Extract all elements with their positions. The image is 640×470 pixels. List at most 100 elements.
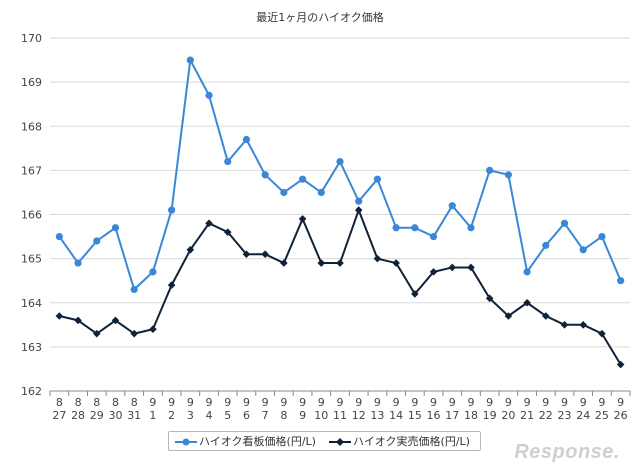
data-point xyxy=(92,329,101,338)
data-point xyxy=(298,215,307,223)
x-tick-label-day: 27 xyxy=(52,409,66,422)
series-group xyxy=(55,56,625,369)
y-tick-label: 165 xyxy=(21,253,42,266)
x-tick-label-day: 14 xyxy=(389,409,403,422)
legend-label-series-2: ハイオク実売価格(円/L) xyxy=(353,435,470,448)
data-point xyxy=(598,232,606,241)
y-tick-label: 162 xyxy=(21,385,42,398)
data-point xyxy=(485,294,494,303)
data-point xyxy=(542,312,550,320)
data-point xyxy=(504,171,512,179)
data-point xyxy=(111,224,120,232)
legend-label-series-1: ハイオク看板価格(円/L) xyxy=(199,435,316,448)
data-point xyxy=(167,281,176,289)
x-tick-label-month: 9 xyxy=(206,396,213,409)
data-point xyxy=(448,202,456,210)
data-point xyxy=(205,219,213,228)
data-point xyxy=(354,206,363,214)
data-point xyxy=(224,157,232,166)
x-tick-label-month: 9 xyxy=(580,396,587,409)
data-point xyxy=(261,171,269,179)
data-point xyxy=(205,91,213,99)
x-tick-label-month: 8 xyxy=(131,396,138,409)
x-tick-label-month: 9 xyxy=(280,396,287,409)
x-tick-label-month: 9 xyxy=(224,396,231,409)
x-tick-label-month: 9 xyxy=(299,396,306,409)
x-tick-label-month: 8 xyxy=(93,396,100,409)
data-point xyxy=(93,237,101,245)
x-tick-label-month: 9 xyxy=(187,396,194,409)
data-point xyxy=(411,290,419,298)
y-tick-label: 170 xyxy=(21,32,42,45)
data-point xyxy=(111,316,120,325)
data-point xyxy=(242,250,251,259)
x-tick-label-day: 23 xyxy=(558,409,572,422)
x-tick-label-month: 8 xyxy=(75,396,82,409)
data-point xyxy=(317,259,326,267)
x-tick-label-day: 9 xyxy=(299,409,306,422)
data-point xyxy=(448,263,457,272)
data-point xyxy=(616,360,625,369)
x-tick-label-month: 8 xyxy=(112,396,119,409)
x-tick-label-day: 1 xyxy=(149,409,156,422)
series-1 xyxy=(55,56,625,294)
grid-lines xyxy=(50,37,630,392)
y-tick-label: 169 xyxy=(21,76,42,89)
x-tick-label-month: 9 xyxy=(262,396,269,409)
data-point xyxy=(149,268,157,276)
x-tick-label-day: 6 xyxy=(243,409,250,422)
x-tick-label-day: 18 xyxy=(464,409,478,422)
data-point xyxy=(55,312,64,320)
x-tick-label-day: 11 xyxy=(333,409,347,422)
data-point xyxy=(280,188,288,197)
data-point xyxy=(74,316,82,325)
data-point xyxy=(429,268,438,276)
watermark-logo: Response. xyxy=(514,441,620,463)
x-tick-label-month: 9 xyxy=(449,396,456,409)
data-point xyxy=(523,268,531,276)
data-point xyxy=(560,219,569,227)
x-tick-label-day: 15 xyxy=(408,409,422,422)
data-point xyxy=(523,298,531,307)
data-point xyxy=(280,259,288,267)
x-tick-label-month: 9 xyxy=(524,396,531,409)
x-tick-label-day: 5 xyxy=(224,409,231,422)
data-point xyxy=(149,325,157,334)
x-tick-label-day: 19 xyxy=(483,409,497,422)
x-tick-label-day: 21 xyxy=(520,409,534,422)
data-point xyxy=(55,232,63,241)
data-point xyxy=(373,175,382,183)
data-point xyxy=(467,224,475,232)
data-point xyxy=(168,206,176,214)
y-tick-label: 168 xyxy=(21,120,42,133)
x-tick-label-month: 9 xyxy=(393,396,400,409)
x-tick-label-month: 8 xyxy=(56,396,63,409)
x-tick-label-day: 22 xyxy=(539,409,553,422)
data-point xyxy=(560,321,569,329)
x-tick-label-month: 9 xyxy=(598,396,605,409)
x-tick-label-day: 7 xyxy=(262,409,269,422)
data-point xyxy=(186,56,194,64)
x-tick-label-month: 9 xyxy=(411,396,418,409)
legend-marker-diamond-icon xyxy=(329,438,351,446)
data-point xyxy=(336,157,344,166)
data-point xyxy=(617,277,625,285)
x-tick-label-month: 9 xyxy=(374,396,381,409)
x-axis: 8278288298308319192939495969798999109119… xyxy=(49,390,631,422)
x-tick-label-day: 24 xyxy=(576,409,590,422)
x-tick-label-day: 17 xyxy=(445,409,459,422)
data-point xyxy=(373,254,382,263)
data-point xyxy=(579,246,587,254)
data-point xyxy=(486,166,494,174)
y-tick-label: 167 xyxy=(21,164,42,177)
series-line xyxy=(58,59,622,291)
data-point xyxy=(130,285,138,294)
data-point xyxy=(392,224,400,232)
x-tick-label-day: 30 xyxy=(108,409,122,422)
x-tick-label-month: 9 xyxy=(318,396,325,409)
data-point xyxy=(242,135,251,144)
x-tick-label-day: 3 xyxy=(187,409,194,422)
x-tick-label-day: 12 xyxy=(352,409,366,422)
x-tick-label-month: 9 xyxy=(149,396,156,409)
